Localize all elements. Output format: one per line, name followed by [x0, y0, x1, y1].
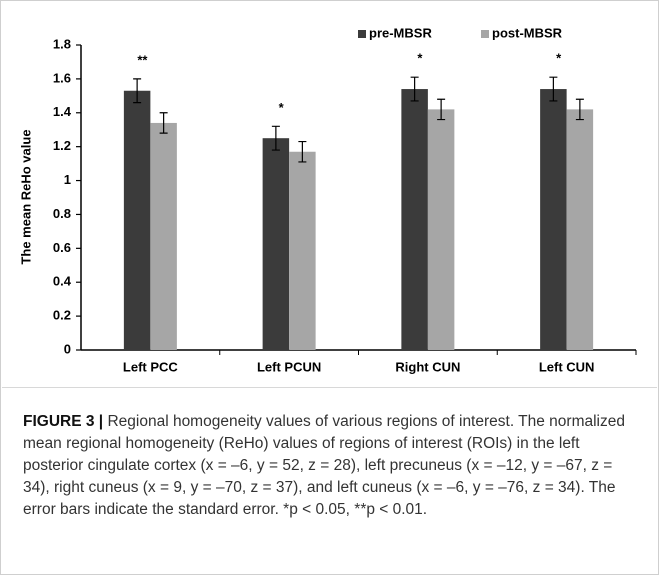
- chart: The mean ReHo value 0 0.2 0.4 0.6 0.8 1 1.2 1.4…: [18, 25, 637, 374]
- bar: [401, 89, 428, 351]
- y-axis-label: The mean ReHo value: [18, 129, 33, 264]
- y-tick-label: 1.8: [53, 36, 71, 51]
- error-bar: [549, 76, 558, 102]
- annotation: **: [137, 52, 148, 67]
- annotation: *: [279, 100, 285, 115]
- annotation: *: [417, 51, 423, 66]
- caption-label: FIGURE 3 |: [23, 413, 104, 430]
- error-bar: [410, 76, 419, 102]
- annotation: *: [556, 51, 562, 66]
- caption-text: Regional homogeneity values of various r…: [23, 413, 625, 518]
- error-bar: [271, 125, 280, 151]
- y-tick-label: 1.6: [53, 70, 71, 85]
- legend-swatch: [358, 30, 366, 38]
- legend-label: pre-MBSR: [369, 25, 432, 40]
- error-bar: [159, 112, 168, 134]
- bar: [262, 138, 290, 350]
- caption: FIGURE 3 | Regional homogeneity values o…: [23, 411, 638, 521]
- y-tick-label: 0.8: [53, 206, 71, 221]
- y-tick-label: 0: [64, 341, 71, 356]
- x-tick-label: Left PCC: [123, 359, 179, 374]
- y-tick-label: 0.2: [53, 308, 71, 323]
- bar: [289, 151, 316, 350]
- bar: [566, 109, 594, 350]
- x-tick-label: Right CUN: [395, 359, 460, 374]
- error-bar: [298, 140, 307, 163]
- y-tick-label: 1.4: [53, 104, 72, 119]
- y-tick-label: 0.6: [53, 240, 71, 255]
- y-tick-label: 0.4: [53, 274, 72, 289]
- bar: [150, 122, 177, 350]
- x-tick-label: Left CUN: [539, 359, 595, 374]
- bar: [540, 89, 567, 351]
- legend-swatch: [481, 30, 489, 38]
- error-bar: [133, 78, 142, 104]
- error-bar: [575, 98, 584, 121]
- legend-label: post-MBSR: [492, 25, 563, 40]
- y-tick-label: 1: [64, 172, 71, 187]
- x-tick-label: Left PCUN: [257, 359, 321, 374]
- bar: [427, 109, 455, 350]
- error-bar: [437, 98, 446, 121]
- separator: [2, 387, 657, 388]
- bar: [123, 90, 151, 350]
- y-tick-label: 1.2: [53, 138, 71, 153]
